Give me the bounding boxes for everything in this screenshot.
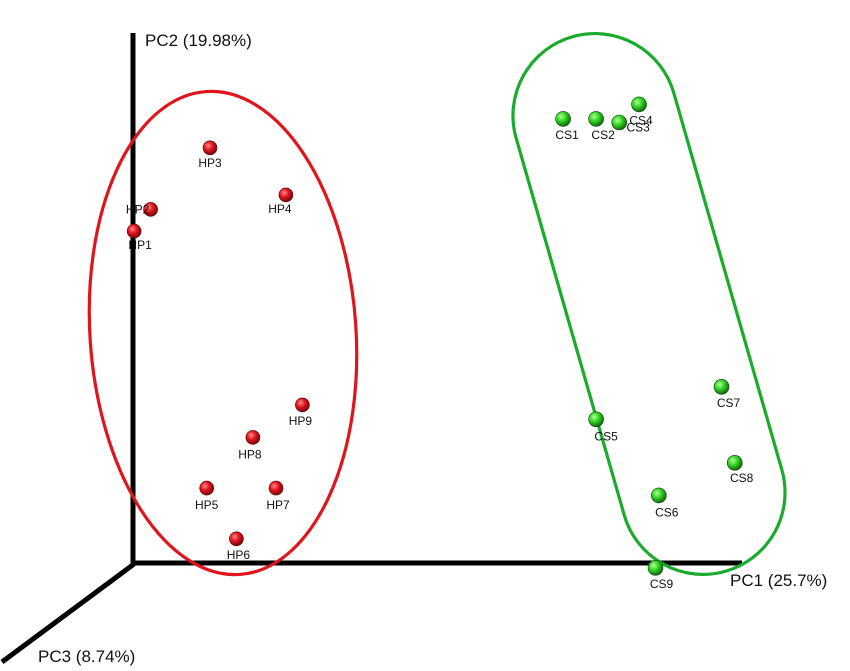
- point-marks: [126, 96, 743, 576]
- pc1-axis-label: PC1 (25.7%): [730, 571, 827, 590]
- point-label-cs8: CS8: [730, 471, 754, 485]
- point-label-hp8: HP8: [238, 447, 262, 461]
- point-hp5: [199, 480, 214, 496]
- point-label-hp4: HP4: [268, 202, 292, 216]
- axes: PC2 (19.98%) PC1 (25.7%) PC3 (8.74%): [0, 31, 827, 666]
- point-hp2: [143, 202, 158, 217]
- point-label-hp6: HP6: [227, 548, 251, 562]
- point-label-cs2: CS2: [591, 128, 615, 142]
- point-cs8: [726, 454, 743, 471]
- point-label-hp5: HP5: [195, 498, 219, 512]
- point-hp4: [278, 187, 294, 203]
- point-cs6: [650, 487, 667, 504]
- point-cs3: [611, 114, 628, 131]
- group-outlines: [87, 31, 787, 577]
- pc3-axis-line: [0, 561, 136, 665]
- point-hp6: [229, 531, 244, 547]
- point-cs2: [588, 111, 604, 127]
- point-label-cs7: CS7: [717, 396, 741, 410]
- point-label-cs9: CS9: [650, 577, 674, 591]
- point-cs9: [647, 559, 664, 576]
- point-cs5: [588, 411, 604, 428]
- point-label-hp1: HP1: [128, 238, 152, 252]
- hp-group-ellipse: [87, 89, 359, 577]
- point-label-hp9: HP9: [289, 414, 313, 428]
- point-label-hp2: HP2: [126, 202, 150, 216]
- point-hp7: [268, 480, 284, 496]
- point-cs1: [555, 111, 571, 127]
- point-hp9: [295, 397, 310, 413]
- point-hp3: [202, 140, 218, 156]
- pc2-axis-label: PC2 (19.98%): [145, 31, 252, 50]
- pc3-axis-label: PC3 (8.74%): [38, 647, 135, 666]
- point-label-hp3: HP3: [198, 156, 222, 170]
- point-label-cs1: CS1: [555, 128, 579, 142]
- point-hp8: [245, 430, 261, 445]
- point-hp1: [126, 223, 142, 239]
- point-label-cs5: CS5: [594, 429, 618, 443]
- point-cs4: [631, 96, 647, 113]
- point-cs7: [713, 378, 730, 395]
- point-label-cs6: CS6: [655, 505, 679, 519]
- point-label-cs4: CS4: [629, 113, 653, 127]
- cs-group-outline: [511, 31, 787, 577]
- point-label-hp7: HP7: [266, 498, 290, 512]
- point-label-cs3: CS3: [627, 121, 651, 135]
